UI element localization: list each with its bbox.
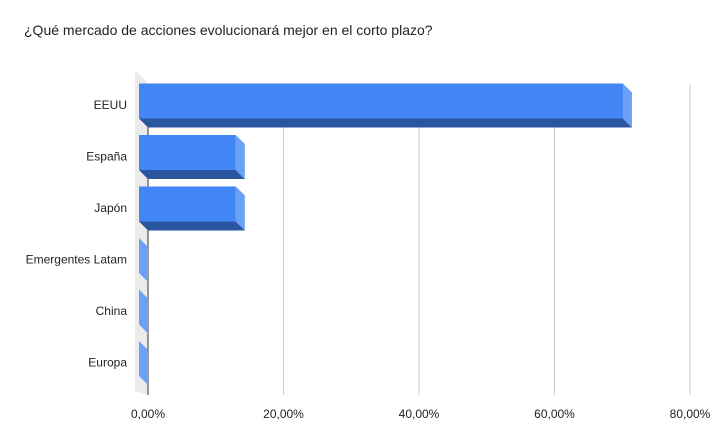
- chart-title: ¿Qué mercado de acciones evolucionará me…: [24, 22, 433, 38]
- category-label: EEUU: [94, 98, 127, 112]
- bar-side-face: [139, 341, 148, 385]
- x-tick-label: 40,00%: [399, 407, 440, 421]
- x-tick-label: 20,00%: [263, 407, 304, 421]
- x-tick-label: 0,00%: [131, 407, 165, 421]
- bar: [139, 83, 623, 119]
- bar-side-face: [235, 186, 245, 231]
- bar-side-face: [622, 83, 632, 128]
- x-tick-label: 60,00%: [534, 407, 575, 421]
- category-label: España: [86, 150, 127, 164]
- bar-bottom-face: [139, 118, 632, 128]
- category-label: China: [96, 304, 128, 318]
- bar-side-face: [139, 238, 148, 282]
- x-tick-label: 80,00%: [670, 407, 711, 421]
- category-label: Japón: [94, 201, 127, 215]
- bar-side-face: [235, 135, 245, 179]
- bar-side-face: [139, 289, 148, 334]
- bar-bottom-face: [139, 170, 245, 179]
- bar-bottom-face: [139, 221, 245, 231]
- bar: [139, 135, 236, 170]
- bar: [139, 186, 236, 222]
- category-label: Emergentes Latam: [26, 253, 127, 267]
- category-label: Europa: [88, 356, 127, 370]
